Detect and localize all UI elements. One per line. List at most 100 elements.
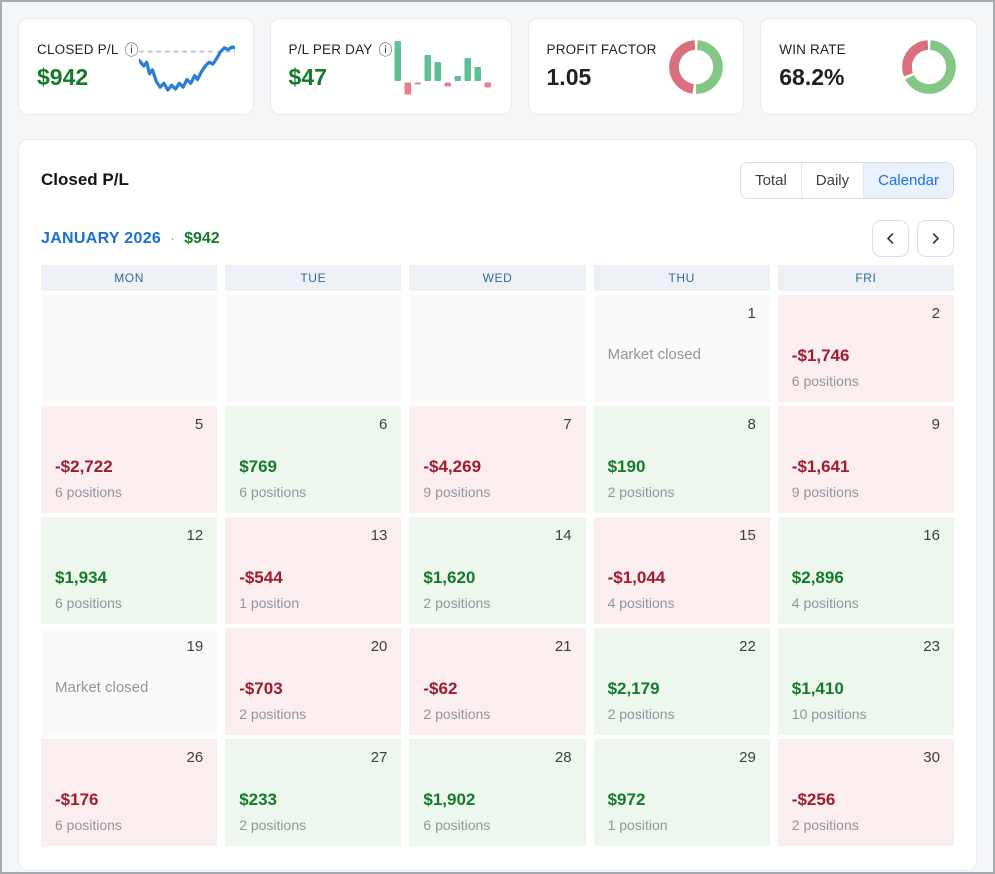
day-positions: 9 positions — [791, 484, 859, 500]
day-positions: 6 positions — [791, 373, 859, 389]
closed-pl-value: $942 — [37, 64, 89, 90]
day-pl-amount: $2,896 — [791, 568, 844, 587]
day-number: 28 — [554, 749, 572, 766]
info-icon[interactable]: ⓘ — [378, 41, 393, 58]
spacer — [55, 545, 203, 568]
day-positions: 2 positions — [423, 706, 491, 722]
spacer — [423, 323, 571, 346]
spacer — [423, 545, 571, 568]
day-number: 16 — [923, 527, 940, 544]
calendar-day-28[interactable]: 28 $1,902 6 positions — [409, 739, 586, 846]
day-number: 22 — [739, 638, 756, 655]
calendar-day-16[interactable]: 16 $2,896 4 positions — [777, 517, 954, 624]
spacer — [239, 656, 387, 679]
day-number — [55, 305, 203, 323]
day-pl-amount: $1,934 — [55, 568, 107, 587]
calendar-day-27[interactable]: 27 $233 2 positions — [225, 739, 402, 846]
tab-calendar[interactable]: Calendar — [863, 162, 953, 198]
day-number: 19 — [186, 638, 204, 655]
tab-daily[interactable]: Daily — [800, 162, 864, 198]
day-pl-amount: -$62 — [423, 679, 458, 698]
spacer — [792, 767, 940, 790]
calendar-day-19: 19 Market closed — [41, 628, 218, 735]
day-pl-amount: $1,620 — [423, 568, 476, 587]
calendar-day-5[interactable]: 5 -$2,722 6 positions — [41, 406, 218, 513]
calendar-day-21[interactable]: 21 -$62 2 positions — [409, 628, 586, 735]
sparkline-chart — [138, 39, 235, 95]
day-pl-amount: $972 — [607, 790, 646, 809]
calendar-day-22[interactable]: 22 $2,179 2 positions — [593, 628, 770, 735]
chevron-right-icon — [932, 233, 939, 244]
calendar-empty-cell — [409, 295, 586, 402]
month-total: $942 — [184, 229, 220, 247]
day-number — [423, 305, 571, 323]
calendar-day-13[interactable]: 13 -$544 1 position — [225, 517, 402, 624]
month-label: JANUARY 2026 — [41, 229, 162, 247]
calendar-day-15[interactable]: 15 -$1,044 4 positions — [593, 517, 770, 624]
calendar-day-2[interactable]: 2 -$1,746 6 positions — [777, 295, 954, 402]
day-number: 15 — [739, 527, 756, 544]
stat-card-win-rate: WIN RATE 68.2% — [760, 18, 978, 115]
next-month-button[interactable] — [917, 220, 954, 257]
day-pl-amount: -$176 — [55, 790, 99, 809]
day-pl-amount — [423, 346, 571, 366]
spacer — [55, 323, 203, 346]
calendar-day-12[interactable]: 12 $1,934 6 positions — [41, 517, 218, 624]
day-pl-amount: -$1,044 — [607, 568, 666, 587]
calendar-weekday-header: MON TUE WED THU FRI — [41, 265, 954, 295]
calendar-day-6[interactable]: 6 $769 6 positions — [225, 406, 402, 513]
calendar-day-20[interactable]: 20 -$703 2 positions — [225, 628, 402, 735]
day-pl-amount — [239, 346, 387, 366]
profit-factor-label: PROFIT FACTOR — [546, 42, 657, 57]
day-positions: 2 positions — [607, 706, 675, 722]
calendar-day-26[interactable]: 26 -$176 6 positions — [41, 739, 218, 846]
weekday-fri: FRI — [777, 265, 954, 291]
calendar-day-7[interactable]: 7 -$4,269 9 positions — [409, 406, 586, 513]
spacer — [239, 545, 387, 568]
pl-calendar: MON TUE WED THU FRI 1 Market closed 2 -$1,746 6 … — [41, 265, 954, 846]
day-number: 14 — [554, 527, 572, 544]
day-pl-amount: -$256 — [791, 790, 836, 809]
day-positions: 6 positions — [55, 484, 122, 500]
calendar-day-8[interactable]: 8 $190 2 positions — [593, 406, 770, 513]
pl-bars-chart — [393, 36, 493, 98]
month-dot-separator: · — [170, 230, 176, 247]
calendar-day-1: 1 Market closed — [593, 295, 770, 402]
spacer — [55, 656, 203, 679]
day-number: 20 — [370, 638, 388, 655]
calendar-day-30[interactable]: 30 -$256 2 positions — [777, 739, 954, 846]
day-pl-amount: -$1,641 — [791, 457, 850, 476]
day-number: 29 — [739, 749, 756, 766]
spacer — [608, 434, 756, 457]
day-positions — [55, 706, 203, 723]
info-icon[interactable]: ⓘ — [124, 41, 139, 58]
spacer — [608, 656, 756, 679]
spacer — [239, 767, 387, 790]
stat-card-profit-factor: PROFIT FACTOR 1.05 — [527, 18, 745, 115]
day-positions: 4 positions — [791, 595, 859, 611]
day-number: 27 — [370, 749, 388, 766]
prev-month-button[interactable] — [872, 220, 909, 257]
calendar-day-14[interactable]: 14 $1,620 2 positions — [409, 517, 586, 624]
spacer — [423, 767, 571, 790]
weekday-thu: THU — [593, 265, 770, 291]
day-number: 8 — [747, 416, 756, 433]
spacer — [792, 656, 940, 679]
spacer — [608, 545, 756, 568]
day-number: 6 — [379, 416, 388, 433]
calendar-day-9[interactable]: 9 -$1,641 9 positions — [777, 406, 954, 513]
calendar-empty-cell — [225, 295, 402, 402]
day-pl-amount — [55, 346, 203, 366]
calendar-day-29[interactable]: 29 $972 1 position — [593, 739, 770, 846]
day-positions: 1 position — [239, 595, 300, 611]
day-positions: 10 positions — [791, 706, 867, 722]
day-number: 5 — [194, 416, 204, 433]
tab-total[interactable]: Total — [741, 162, 801, 198]
spacer — [792, 434, 940, 457]
day-positions: 2 positions — [239, 817, 307, 833]
day-pl-amount: -$1,746 — [791, 346, 850, 365]
calendar-day-23[interactable]: 23 $1,410 10 positions — [777, 628, 954, 735]
day-number: 23 — [923, 638, 940, 655]
day-pl-amount: $769 — [239, 457, 278, 476]
